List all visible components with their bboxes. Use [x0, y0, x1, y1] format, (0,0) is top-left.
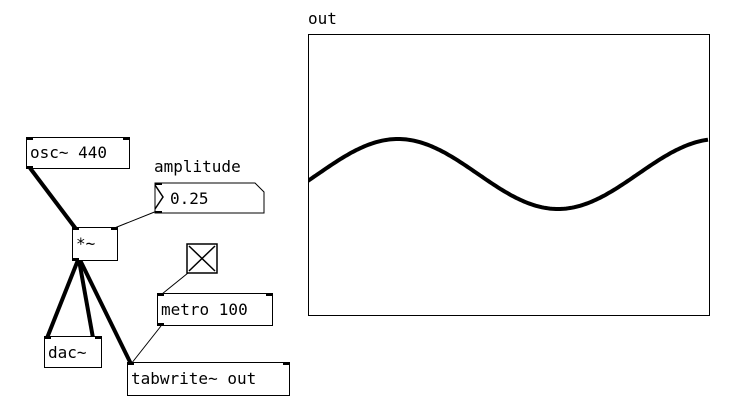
outlet[interactable] [26, 166, 33, 169]
cord-number-to-mul[interactable] [111, 210, 158, 230]
inlet[interactable] [127, 362, 134, 365]
cord-osc-to-mul[interactable] [28, 166, 78, 231]
inlet[interactable] [123, 137, 130, 140]
array-graph[interactable] [308, 34, 711, 317]
osc-object[interactable]: osc~ 440 [26, 137, 130, 169]
inlet[interactable] [111, 227, 118, 230]
multiply-object[interactable]: *~ [72, 227, 118, 261]
outlet[interactable] [72, 258, 79, 261]
cord-metro-to-tabwrite[interactable] [130, 325, 162, 365]
inlet[interactable] [72, 227, 79, 230]
outlet[interactable] [157, 323, 164, 326]
metro-object[interactable]: metro 100 [157, 293, 273, 326]
array-waveform[interactable] [308, 137, 709, 211]
inlet[interactable] [283, 362, 290, 365]
array-name-label: out [308, 9, 337, 28]
inlet[interactable] [26, 137, 33, 140]
amplitude-label: amplitude [154, 157, 241, 176]
amplitude-value[interactable]: 0.25 [170, 189, 209, 208]
inlet[interactable] [266, 293, 273, 296]
dac-object[interactable]: dac~ [44, 336, 102, 368]
inlet[interactable] [44, 336, 51, 339]
cord-mul-to-dac-left[interactable] [45, 259, 80, 339]
amplitude-number-box[interactable]: 0.25 [154, 182, 266, 214]
cord-mul-to-dac-right[interactable] [77, 259, 95, 339]
osc-object-text: osc~ 440 [30, 143, 108, 162]
metro-object-text: metro 100 [161, 300, 248, 319]
bang-toggle[interactable] [186, 243, 219, 274]
multiply-object-text: *~ [76, 234, 96, 253]
cord-bang-to-metro[interactable] [161, 272, 189, 295]
tabwrite-object[interactable]: tabwrite~ out [127, 362, 290, 396]
cord-mul-to-tabwrite[interactable] [78, 259, 133, 365]
dac-object-text: dac~ [48, 343, 87, 362]
inlet[interactable] [95, 336, 102, 339]
tabwrite-object-text: tabwrite~ out [131, 369, 257, 388]
inlet[interactable] [157, 293, 164, 296]
